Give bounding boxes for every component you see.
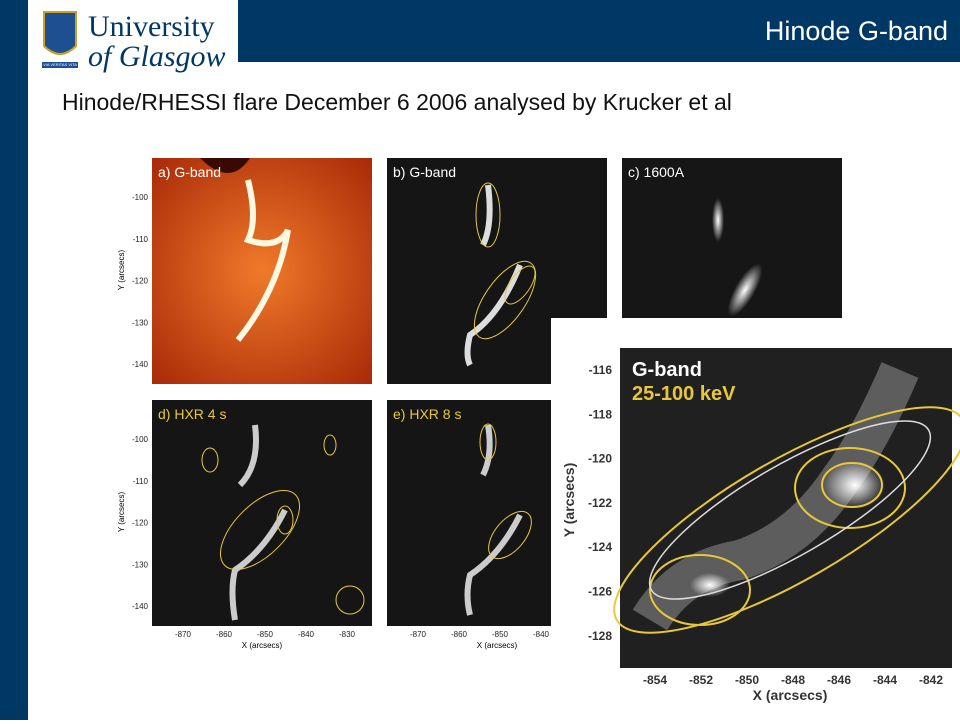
tick-label: -120	[132, 277, 149, 286]
image-panel	[152, 400, 372, 626]
axis-label: X (arcsecs)	[242, 641, 283, 650]
tick-label: -116	[589, 363, 613, 377]
contour	[488, 510, 532, 560]
tick-label: -140	[132, 360, 149, 369]
logo-text: of Glasgow	[88, 40, 226, 73]
tick-label: -846	[827, 673, 851, 687]
axis-label: Y (arcsecs)	[561, 463, 577, 537]
motto-band	[42, 62, 78, 68]
slide-title: Hinode G-band	[765, 16, 948, 46]
contour	[219, 489, 301, 571]
image-panel	[152, 158, 372, 384]
tick-label: -870	[410, 630, 427, 639]
tick-label: -120	[132, 519, 149, 528]
tick-label: -130	[132, 318, 149, 327]
panel-label: d) HXR 4 s	[158, 406, 226, 422]
tick-label: -120	[588, 452, 612, 466]
axis-label: Y (arcsecs)	[117, 492, 126, 533]
contour	[201, 447, 219, 473]
tick-label: -110	[133, 477, 149, 486]
contour	[649, 554, 751, 626]
tick-label: -100	[132, 193, 149, 202]
image-panel	[622, 158, 842, 318]
contour	[473, 260, 537, 340]
tick-label: -852	[689, 673, 713, 687]
tick-label: -844	[873, 673, 897, 687]
tick-label: -860	[216, 630, 233, 639]
contour	[335, 585, 365, 615]
inset-label: 25-100 keV	[632, 383, 736, 405]
tick-label: -860	[451, 630, 468, 639]
contour	[613, 406, 960, 634]
panel-label: c) 1600A	[628, 164, 685, 180]
logo-crest	[43, 11, 77, 55]
image-feature	[235, 179, 291, 342]
tick-label: -850	[735, 673, 759, 687]
contour	[479, 423, 497, 461]
axis-label: X (arcsecs)	[753, 687, 828, 703]
axis-label: Y (arcsecs)	[117, 250, 126, 291]
tick-label: -100	[132, 435, 149, 444]
inset-label: G-band	[632, 359, 702, 381]
tick-label: -126	[588, 585, 612, 599]
logo-motto: VIA VERITAS VITA	[43, 62, 77, 67]
contour	[794, 447, 906, 529]
tick-label: -122	[588, 496, 612, 510]
subtitle: Hinode/RHESSI flare December 6 2006 anal…	[62, 89, 732, 115]
tick-label: -128	[588, 629, 612, 643]
tick-label: -118	[589, 407, 613, 421]
tick-label: -850	[492, 630, 509, 639]
image-feature	[200, 158, 250, 173]
image-feature	[712, 198, 724, 242]
tick-label: -830	[339, 630, 356, 639]
axis-label: X (arcsecs)	[477, 641, 518, 650]
tick-label: -840	[298, 630, 315, 639]
tick-label: -848	[781, 673, 805, 687]
contour	[648, 420, 932, 600]
tick-label: -840	[533, 630, 550, 639]
image-feature	[632, 362, 919, 631]
panel-label: e) HXR 8 s	[393, 406, 461, 422]
panel-label: a) G-band	[158, 164, 221, 180]
tick-label: -850	[257, 630, 274, 639]
image-feature	[464, 424, 523, 616]
logo-text: University	[88, 10, 215, 43]
image-feature	[825, 461, 885, 509]
contour	[276, 505, 294, 535]
contour	[323, 434, 337, 456]
tick-label: -124	[588, 540, 612, 554]
contour	[504, 265, 536, 305]
tick-label: -140	[132, 602, 149, 611]
contour	[821, 462, 883, 508]
tick-label: -130	[132, 560, 149, 569]
side-bar	[0, 0, 28, 720]
tick-label: -854	[643, 673, 667, 687]
image-feature	[727, 263, 763, 317]
contour	[475, 182, 501, 248]
panel-label: b) G-band	[393, 164, 456, 180]
tick-label: -870	[175, 630, 192, 639]
image-feature	[464, 184, 523, 367]
tick-label: -110	[133, 235, 149, 244]
tick-label: -842	[919, 673, 943, 687]
